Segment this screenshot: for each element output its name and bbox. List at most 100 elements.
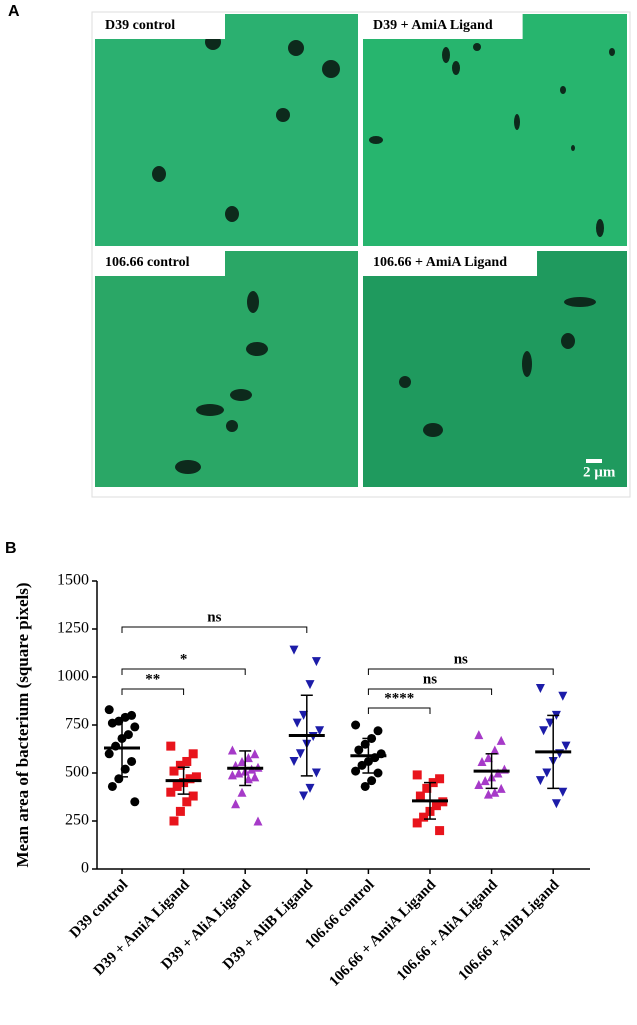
bacterium <box>564 297 596 307</box>
scale-bar <box>586 459 602 463</box>
micrograph <box>95 251 358 487</box>
data-point <box>107 781 117 791</box>
significance-label: **** <box>384 690 414 706</box>
data-point <box>483 753 493 763</box>
data-point <box>542 768 552 778</box>
y-tick-label: 500 <box>65 764 89 781</box>
data-point <box>227 770 237 780</box>
data-point <box>250 749 260 759</box>
bacterium <box>175 460 201 474</box>
caption-box <box>95 251 225 276</box>
bacterium <box>452 61 460 75</box>
data-point <box>166 741 176 751</box>
data-point <box>551 799 561 809</box>
caption-box <box>95 14 225 39</box>
data-point <box>490 745 500 755</box>
data-point <box>360 781 370 791</box>
y-axis-label: Mean area of bacterium (square pixels) <box>13 582 32 867</box>
data-point <box>373 726 383 736</box>
x-tick-label: 106.66 + AliA Ligand <box>394 876 501 983</box>
data-point <box>292 718 302 728</box>
data-point <box>435 774 445 784</box>
data-point <box>412 818 422 828</box>
micrograph <box>95 14 358 246</box>
bacterium <box>514 114 520 130</box>
data-point <box>227 745 237 755</box>
data-point <box>474 780 484 790</box>
data-point <box>561 741 571 751</box>
data-point <box>299 791 309 801</box>
data-point <box>535 776 545 786</box>
image-caption: 106.66 control <box>105 255 190 270</box>
bacterium <box>423 423 443 437</box>
bacterium <box>322 60 340 78</box>
data-point <box>182 797 192 807</box>
bacterium <box>369 136 383 144</box>
bacterium <box>230 389 252 401</box>
x-tick-label: 106.66 + AmiA Ligand <box>326 876 439 989</box>
image-caption: D39 + AmiA Ligand <box>373 18 493 33</box>
data-point <box>104 705 114 715</box>
data-point <box>419 812 429 822</box>
data-point <box>231 799 241 809</box>
significance-label: ns <box>423 671 437 687</box>
data-point <box>234 768 244 778</box>
image-caption: D39 control <box>105 18 175 33</box>
significance-bracket <box>367 688 493 695</box>
bacterium <box>561 333 575 349</box>
caption-box <box>363 14 523 39</box>
bacterium <box>247 291 259 313</box>
bacterium <box>473 43 481 51</box>
significance-bracket <box>121 668 246 675</box>
data-point <box>496 783 506 793</box>
data-point <box>311 657 321 667</box>
data-point <box>490 787 500 797</box>
bacterium <box>399 376 411 388</box>
significance-label: ns <box>207 609 221 625</box>
images: D39 control D39 + AmiA Ligand 106.66 contr… <box>95 14 627 487</box>
x-tick-label: D39 control <box>67 877 131 941</box>
data-point <box>175 806 185 816</box>
y-tick-label: 250 <box>65 812 89 829</box>
data-point <box>367 776 377 786</box>
data-point <box>354 745 364 755</box>
data-point <box>373 768 383 778</box>
chart: 0 250 500 750 1000 1250 1500 Mean area of bacte… <box>13 572 590 990</box>
data-point <box>250 772 260 782</box>
data-point <box>480 776 490 786</box>
data-point <box>166 787 176 797</box>
micrograph <box>363 14 627 246</box>
caption-box <box>363 251 538 276</box>
data-point <box>311 768 321 778</box>
data-point <box>169 816 179 826</box>
significance-bracket <box>121 688 185 695</box>
data-point <box>188 791 198 801</box>
data-point <box>435 826 445 836</box>
data-point <box>415 791 425 801</box>
data-point <box>422 783 432 793</box>
data-point <box>130 797 140 807</box>
data-point <box>130 722 140 732</box>
data-point <box>305 783 315 793</box>
data-point <box>351 766 361 776</box>
bacterium <box>288 40 304 56</box>
data-point <box>558 787 568 797</box>
data-point <box>477 756 487 766</box>
data-point <box>120 764 130 774</box>
data-point <box>253 816 263 826</box>
data-point <box>315 726 325 736</box>
data-point <box>237 787 247 797</box>
micrograph <box>363 251 627 487</box>
y-tick-label: 750 <box>65 716 89 733</box>
y-tick-label: 1500 <box>57 572 89 589</box>
bacterium <box>596 219 604 237</box>
bacterium <box>225 206 239 222</box>
data-point <box>539 726 549 736</box>
bacterium <box>571 145 575 151</box>
bacterium <box>246 342 268 356</box>
data-point <box>107 718 117 728</box>
data-point <box>182 756 192 766</box>
significance-label: * <box>180 651 188 667</box>
data-point <box>172 781 182 791</box>
bacterium <box>196 404 224 416</box>
